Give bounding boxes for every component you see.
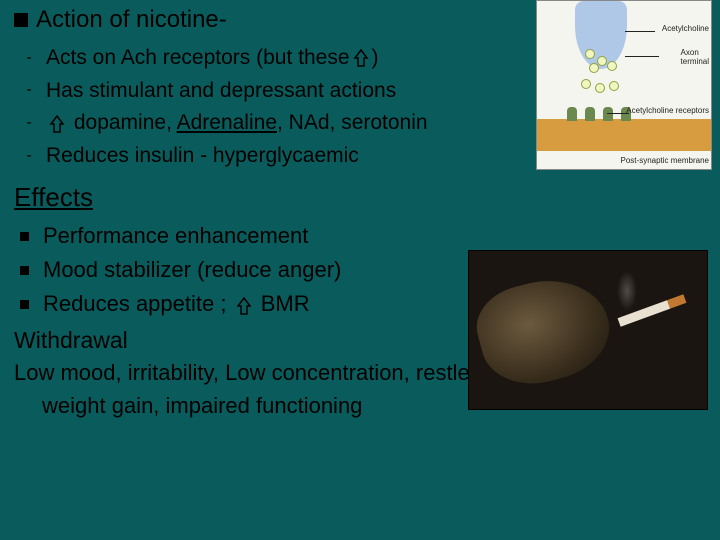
vesicle-icon bbox=[607, 61, 617, 71]
up-arrow-icon bbox=[236, 296, 252, 316]
leader-line bbox=[625, 31, 655, 32]
square-bullet-small-icon bbox=[20, 300, 29, 309]
action-text: Acts on Ach receptors (but these) bbox=[46, 42, 379, 75]
diagram-label-axon: Axon terminal bbox=[681, 49, 709, 67]
title-prefix: Action bbox=[36, 6, 103, 33]
title-rest: of nicotine- bbox=[103, 6, 227, 33]
action-text: Has stimulant and depressant actions bbox=[46, 75, 396, 108]
effects-text: Reduces appetite ; BMR bbox=[43, 287, 310, 321]
photo-hand-shape bbox=[468, 266, 619, 396]
vesicle-icon bbox=[581, 79, 591, 89]
diagram-label-ach: Acetylcholine bbox=[662, 25, 709, 34]
effects-item: Performance enhancement bbox=[14, 219, 706, 253]
up-arrow-icon bbox=[49, 114, 65, 134]
slide-title: Action of nicotine- bbox=[36, 6, 227, 34]
vesicle-icon bbox=[589, 63, 599, 73]
square-bullet-small-icon bbox=[20, 232, 29, 241]
dash-bullet-icon: - bbox=[20, 144, 38, 169]
cigarette-photo bbox=[468, 250, 708, 410]
up-arrow-icon bbox=[353, 48, 369, 68]
action-text: dopamine, Adrenaline, NAd, serotonin bbox=[46, 107, 428, 140]
square-bullet-icon bbox=[14, 13, 28, 27]
vesicle-icon bbox=[595, 83, 605, 93]
receptor-icon bbox=[603, 107, 613, 121]
dash-bullet-icon: - bbox=[20, 78, 38, 103]
square-bullet-small-icon bbox=[20, 266, 29, 275]
vesicle-icon bbox=[597, 56, 607, 66]
photo-smoke-shape bbox=[617, 271, 637, 311]
leader-line bbox=[625, 56, 659, 57]
diagram-label-membrane: Post-synaptic membrane bbox=[621, 157, 709, 166]
dash-bullet-icon: - bbox=[20, 111, 38, 136]
vesicle-icon bbox=[609, 81, 619, 91]
action-text: Reduces insulin - hyperglycaemic bbox=[46, 140, 359, 173]
synapse-diagram: Acetylcholine Axon terminal Acetylcholin… bbox=[536, 0, 712, 170]
membrane-shape bbox=[537, 119, 711, 151]
effects-heading: Effects bbox=[14, 182, 706, 213]
dash-bullet-icon: - bbox=[20, 46, 38, 71]
diagram-label-receptors: Acetylcholine receptors bbox=[626, 107, 709, 116]
effects-text: Mood stabilizer (reduce anger) bbox=[43, 253, 341, 287]
receptor-icon bbox=[567, 107, 577, 121]
vesicle-icon bbox=[585, 49, 595, 59]
effects-text: Performance enhancement bbox=[43, 219, 308, 253]
receptor-icon bbox=[585, 107, 595, 121]
